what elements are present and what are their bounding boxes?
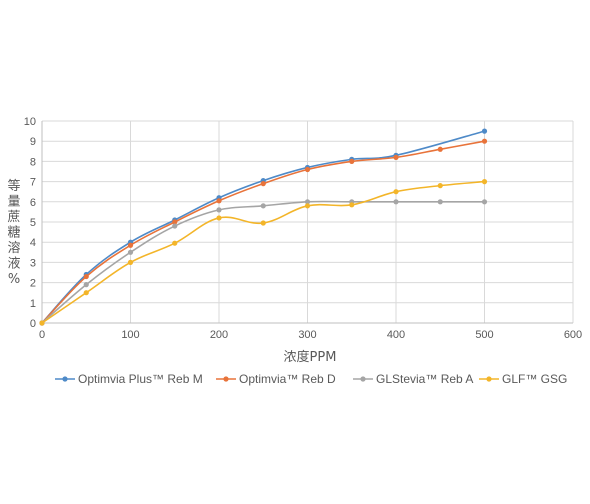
- series-1: [39, 139, 487, 326]
- legend-marker: [62, 376, 67, 381]
- data-point: [128, 260, 133, 265]
- y-tick-label: 1: [30, 298, 36, 310]
- legend-marker: [223, 376, 228, 381]
- x-tick-label: 200: [210, 329, 228, 341]
- y-tick-label: 5: [30, 217, 36, 229]
- data-point: [261, 220, 266, 225]
- x-tick-label: 0: [39, 329, 45, 341]
- series-0: [39, 129, 487, 326]
- data-point: [393, 155, 398, 160]
- data-point: [438, 199, 443, 204]
- series-line: [42, 182, 485, 323]
- legend-label: GLStevia™ Reb A: [376, 372, 473, 386]
- data-point: [393, 199, 398, 204]
- data-point: [438, 183, 443, 188]
- data-point: [438, 147, 443, 152]
- y-tick-label: 9: [30, 136, 36, 148]
- data-point: [349, 159, 354, 164]
- legend-item: Optimvia™ Reb D: [216, 372, 336, 386]
- y-tick-label: 8: [30, 156, 36, 168]
- y-tick-label: 4: [30, 237, 36, 249]
- series-line: [42, 141, 485, 323]
- data-point: [482, 129, 487, 134]
- data-point: [128, 250, 133, 255]
- legend-label: GLF™ GSG: [502, 372, 567, 386]
- data-point: [482, 139, 487, 144]
- legend-marker: [486, 376, 491, 381]
- data-point: [261, 181, 266, 186]
- x-tick-label: 500: [475, 329, 493, 341]
- y-tick-label: 2: [30, 278, 36, 290]
- x-tick-label: 300: [298, 329, 316, 341]
- y-tick-label: 0: [30, 318, 36, 330]
- data-point: [172, 223, 177, 228]
- series-3: [39, 179, 487, 326]
- legend-item: Optimvia Plus™ Reb M: [55, 372, 203, 386]
- series-line: [42, 131, 485, 323]
- data-point: [84, 274, 89, 279]
- data-point: [261, 203, 266, 208]
- y-tick-label: 3: [30, 257, 36, 269]
- data-point: [305, 203, 310, 208]
- x-tick-label: 600: [564, 329, 582, 341]
- data-point: [349, 202, 354, 207]
- x-axis-title: 浓度PPM: [284, 349, 337, 365]
- data-point: [216, 207, 221, 212]
- data-point: [128, 243, 133, 248]
- legend-marker: [360, 376, 365, 381]
- legend-label: Optimvia™ Reb D: [239, 372, 336, 386]
- y-tick-label: 10: [24, 116, 36, 128]
- data-point: [39, 320, 44, 325]
- y-tick-label: 6: [30, 197, 36, 209]
- x-tick-label: 100: [121, 329, 139, 341]
- data-point: [482, 179, 487, 184]
- data-point: [84, 290, 89, 295]
- legend-label: Optimvia Plus™ Reb M: [78, 372, 203, 386]
- x-tick-label: 400: [387, 329, 405, 341]
- y-axis-title: 等量蔗糖溶液%: [7, 178, 20, 287]
- legend-item: GLStevia™ Reb A: [353, 372, 473, 386]
- data-point: [172, 241, 177, 246]
- data-point: [305, 167, 310, 172]
- series-lines: [39, 129, 487, 326]
- data-point: [482, 199, 487, 204]
- y-tick-label: 7: [30, 177, 36, 189]
- data-point: [216, 198, 221, 203]
- data-point: [84, 282, 89, 287]
- gridlines: [42, 121, 573, 323]
- data-point: [393, 189, 398, 194]
- legend-item: GLF™ GSG: [479, 372, 567, 386]
- data-point: [216, 215, 221, 220]
- legend: Optimvia Plus™ Reb M Optimvia™ Reb D GLSte…: [55, 372, 567, 386]
